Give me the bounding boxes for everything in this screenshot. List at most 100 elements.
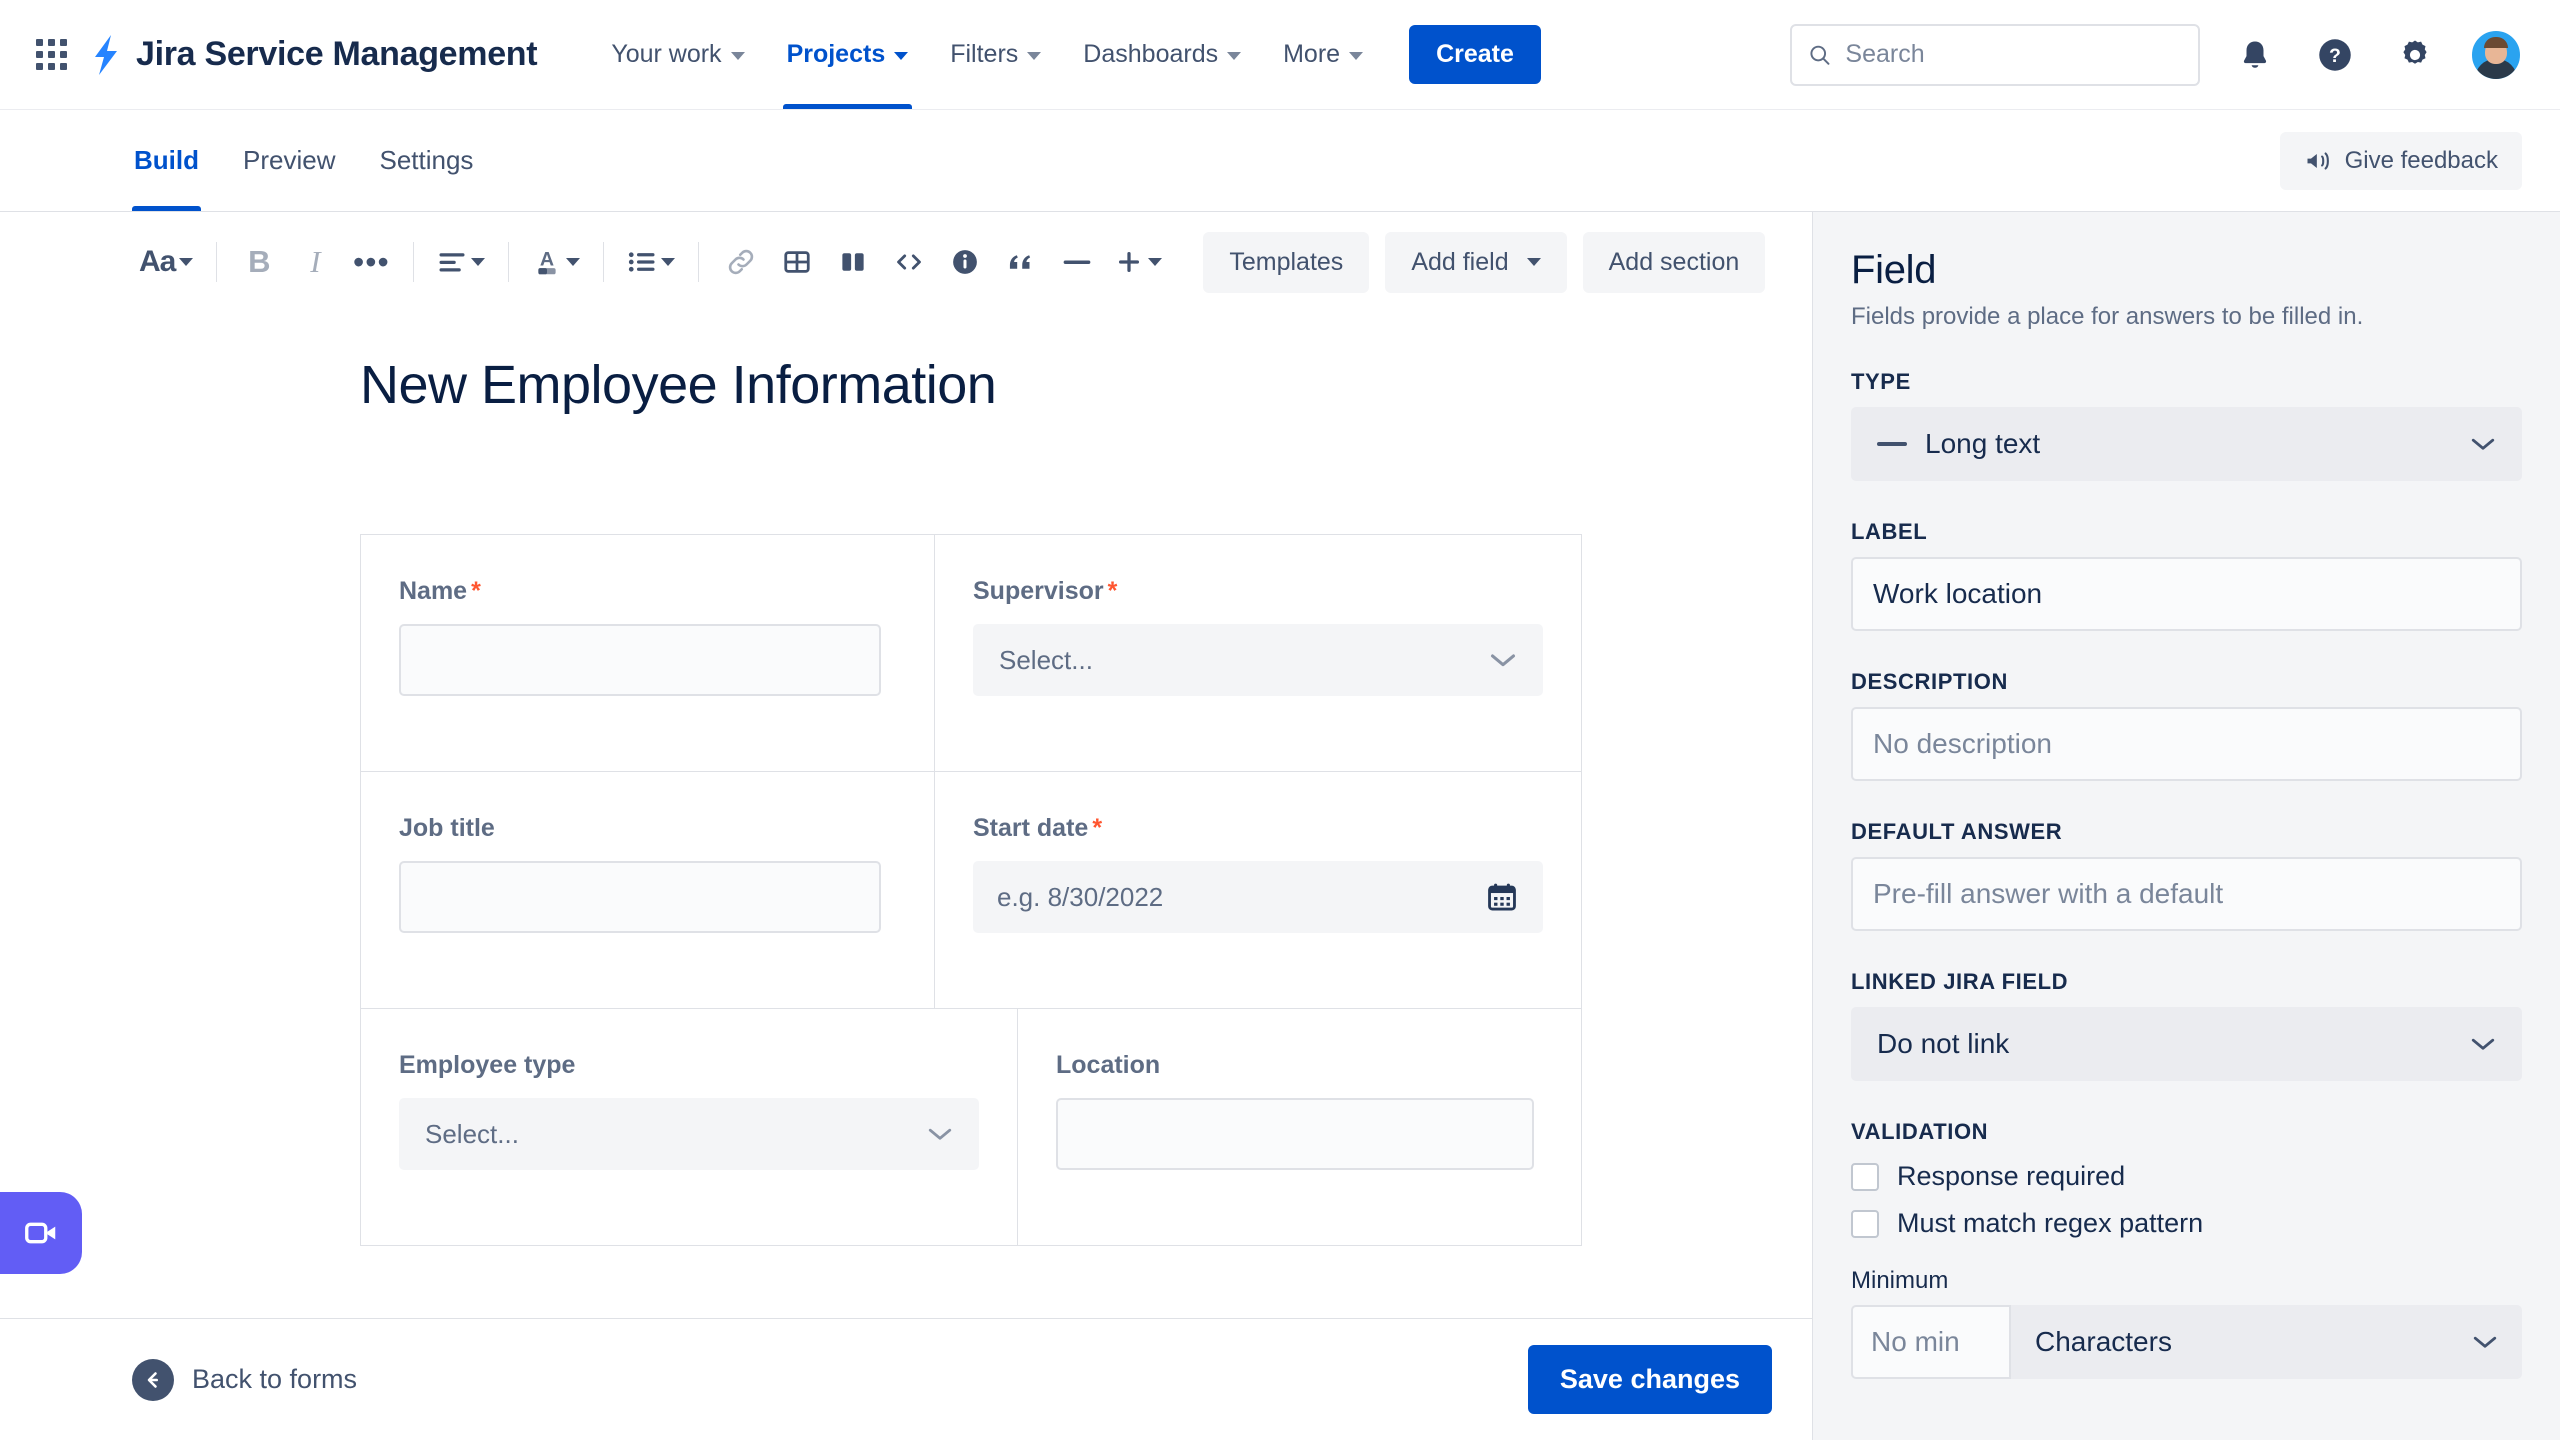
ellipsis-icon: •••	[353, 243, 390, 280]
text-color-button[interactable]: A	[525, 236, 587, 288]
name-input[interactable]	[399, 624, 881, 696]
search-icon	[1810, 45, 1830, 65]
arrow-left-glyph	[147, 1371, 158, 1388]
info-panel-button[interactable]	[939, 236, 991, 288]
toolbar-divider	[508, 242, 510, 282]
type-select[interactable]: Long text	[1851, 407, 2522, 481]
field-label: Supervisor *	[973, 577, 1117, 606]
nav-item-dashboards[interactable]: Dashboards	[1065, 0, 1259, 109]
chevron-down-icon	[928, 1128, 952, 1140]
job-title-input[interactable]	[399, 861, 881, 933]
description-field-wrapper[interactable]	[1851, 707, 2522, 781]
field-label: Name *	[399, 577, 481, 606]
nav-item-more[interactable]: More	[1265, 0, 1381, 109]
required-asterisk: *	[471, 577, 481, 605]
italic-button[interactable]: I	[289, 236, 341, 288]
regex-pattern-checkbox[interactable]	[1851, 1209, 1879, 1238]
text-align-button[interactable]	[430, 236, 492, 288]
tab-build[interactable]: Build	[132, 110, 201, 211]
nav-label: Your work	[611, 40, 722, 68]
more-formatting-button[interactable]: •••	[345, 236, 397, 288]
app-switcher-button[interactable]	[28, 32, 74, 78]
nav-item-your-work[interactable]: Your work	[593, 0, 762, 109]
text-style-picker[interactable]: Aa	[132, 236, 200, 288]
gear-icon	[2403, 40, 2427, 64]
create-button[interactable]: Create	[1409, 25, 1541, 84]
form-canvas: New Employee Information Name * Super	[0, 310, 1812, 1440]
panel-subtitle: Fields provide a place for answers to be…	[1851, 303, 2364, 330]
chevron-down-icon	[566, 258, 581, 266]
tab-settings[interactable]: Settings	[379, 145, 474, 175]
bold-button[interactable]: B	[233, 236, 285, 288]
required-asterisk: *	[1107, 577, 1118, 605]
help-button[interactable]: ?	[2310, 30, 2360, 80]
response-required-checkbox-row[interactable]: Response required	[1851, 1161, 2522, 1192]
add-field-label: Add field	[1411, 247, 1509, 276]
employee-type-select[interactable]: Select...	[399, 1098, 979, 1170]
form-field-grid: Name * Supervisor * Select...	[360, 534, 1582, 1246]
form-field-job-title[interactable]: Job title	[361, 772, 935, 1008]
add-field-button[interactable]: Add field	[1385, 231, 1567, 293]
calendar-icon	[1488, 883, 1516, 911]
list-button[interactable]	[620, 236, 682, 288]
form-title[interactable]: New Employee Information	[360, 355, 997, 415]
link-icon	[729, 249, 754, 275]
regex-pattern-checkbox-row[interactable]: Must match regex pattern	[1851, 1208, 2522, 1239]
layout-columns-button[interactable]	[827, 236, 879, 288]
default-answer-input[interactable]	[1873, 878, 2500, 910]
loom-record-button[interactable]	[0, 1192, 82, 1274]
divider-button[interactable]	[1051, 236, 1103, 288]
settings-button[interactable]	[2390, 30, 2440, 80]
form-field-location[interactable]: Location	[1018, 1009, 1581, 1245]
linked-jira-field-value: Do not link	[1877, 1028, 2010, 1059]
quote-button[interactable]	[995, 236, 1047, 288]
avatar-hair	[2484, 36, 2508, 48]
supervisor-select[interactable]: Select...	[973, 624, 1543, 696]
search-input[interactable]	[1845, 40, 2182, 69]
link-button[interactable]	[715, 236, 767, 288]
plus-icon	[1119, 252, 1140, 272]
form-field-employee-type[interactable]: Employee type Select...	[361, 1009, 1018, 1245]
templates-button[interactable]: Templates	[1203, 231, 1370, 293]
notifications-button[interactable]	[2230, 30, 2280, 80]
linked-jira-field-select[interactable]: Do not link	[1851, 1007, 2522, 1081]
form-field-start-date[interactable]: Start date * e.g. 8/30/2022	[935, 772, 1581, 1008]
table-button[interactable]	[771, 236, 823, 288]
add-section-button[interactable]: Add section	[1582, 231, 1766, 293]
minimum-unit-select[interactable]: Characters	[2011, 1305, 2522, 1379]
location-input[interactable]	[1056, 1098, 1534, 1170]
response-required-checkbox[interactable]	[1851, 1162, 1879, 1191]
give-feedback-button[interactable]: Give feedback	[2279, 131, 2522, 190]
label-field-wrapper[interactable]	[1851, 557, 2522, 631]
global-search[interactable]	[1790, 23, 2200, 86]
insert-button[interactable]	[1107, 236, 1169, 288]
minimum-input-wrapper[interactable]	[1851, 1305, 2011, 1379]
avatar[interactable]	[2470, 28, 2522, 81]
default-answer-wrapper[interactable]	[1851, 857, 2522, 931]
back-to-forms-label: Back to forms	[192, 1364, 358, 1394]
form-field-supervisor[interactable]: Supervisor * Select...	[935, 535, 1581, 771]
start-date-input[interactable]: e.g. 8/30/2022	[973, 861, 1543, 933]
field-label: Start date *	[973, 814, 1102, 843]
global-navigation: Jira Service Management Your work Projec…	[0, 0, 2560, 110]
nav-label: Dashboards	[1083, 40, 1219, 68]
code-block-button[interactable]	[883, 236, 935, 288]
nav-item-projects[interactable]: Projects	[769, 0, 927, 109]
product-home-link[interactable]: Jira Service Management	[88, 34, 538, 75]
form-editor-pane: Aa B I •••	[0, 212, 1812, 1440]
chevron-down-icon	[1148, 258, 1163, 266]
nav-item-filters[interactable]: Filters	[932, 0, 1059, 109]
minimum-input[interactable]	[1871, 1326, 1991, 1358]
form-field-name[interactable]: Name *	[361, 535, 935, 771]
label-field-input[interactable]	[1873, 578, 2500, 610]
required-asterisk: *	[1092, 814, 1103, 842]
tab-preview[interactable]: Preview	[243, 145, 336, 175]
chevron-down-icon	[894, 52, 909, 60]
long-text-dash-icon	[1877, 442, 1907, 446]
employee-type-select-value: Select...	[425, 1118, 519, 1149]
back-to-forms-button[interactable]: Back to forms	[132, 1358, 358, 1401]
save-changes-button[interactable]: Save changes	[1527, 1345, 1772, 1414]
description-input[interactable]	[1873, 728, 2500, 760]
form-row: Name * Supervisor * Select...	[361, 535, 1581, 772]
